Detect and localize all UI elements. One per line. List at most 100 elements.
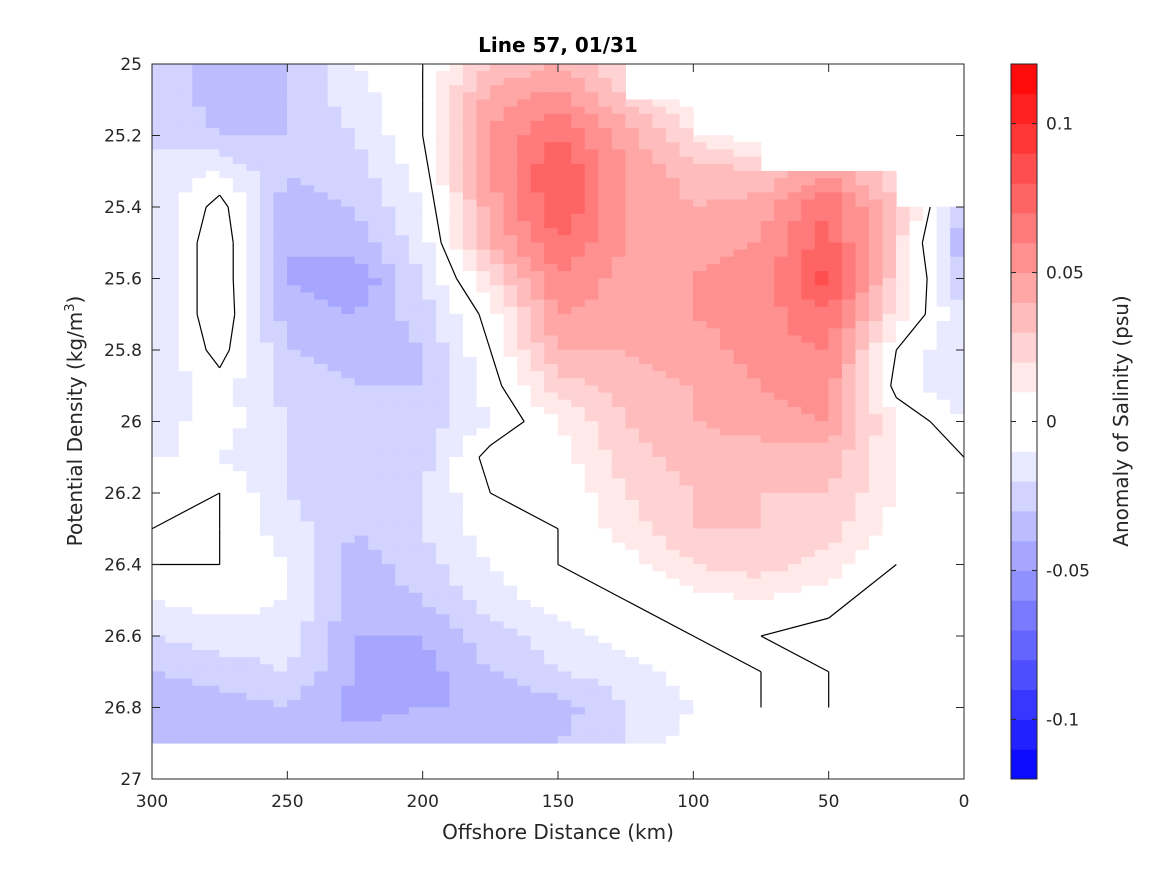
contour-cell: [882, 285, 897, 294]
contour-cell: [544, 464, 559, 472]
contour-cell: [152, 449, 166, 458]
contour-cell: [314, 199, 329, 208]
contour-cell: [246, 514, 261, 522]
contour-cell: [435, 442, 451, 451]
contour-cell: [192, 221, 207, 229]
contour-cell: [936, 335, 951, 344]
contour-cell: [652, 299, 667, 308]
contour-cell: [936, 271, 951, 279]
contour-cell: [354, 185, 369, 193]
contour-cell: [706, 135, 721, 143]
contour-cell: [923, 263, 938, 272]
contour-cell: [652, 428, 667, 437]
contour-cell: [611, 106, 626, 115]
contour-cell: [232, 192, 248, 201]
contour-cell: [205, 514, 220, 522]
contour-cell: [747, 364, 762, 372]
contour-cell: [449, 585, 464, 594]
contour-cell: [246, 328, 261, 336]
contour-cell: [868, 564, 884, 572]
contour-cell: [273, 313, 288, 322]
contour-cell: [205, 213, 220, 222]
contour-cell: [598, 163, 613, 172]
contour-cell: [665, 428, 681, 437]
contour-cell: [936, 249, 951, 258]
contour-cell: [801, 456, 816, 465]
contour-cell: [706, 499, 721, 508]
contour-cell: [449, 678, 464, 687]
contour-cell: [435, 471, 451, 479]
contour-cell: [638, 192, 654, 201]
contour-cell: [165, 342, 180, 351]
contour-cell: [205, 464, 220, 472]
contour-cell: [246, 206, 261, 215]
contour-cell: [652, 621, 667, 630]
contour-cell: [774, 507, 789, 515]
contour-cell: [422, 671, 437, 680]
contour-cell: [354, 642, 369, 651]
contour-cell: [408, 592, 423, 601]
contour-cell: [341, 392, 356, 401]
contour-cell: [720, 485, 735, 494]
contour-cell: [584, 328, 599, 336]
contour-cell: [503, 592, 518, 601]
contour-cell: [327, 549, 342, 558]
contour-cell: [368, 542, 383, 551]
contour-cell: [733, 349, 748, 358]
contour-cell: [422, 521, 437, 530]
contour-cell: [232, 78, 248, 86]
contour-cell: [733, 549, 748, 558]
contour-cell: [517, 306, 532, 315]
contour-cell: [652, 206, 667, 215]
contour-cell: [706, 335, 721, 344]
contour-cell: [638, 199, 654, 208]
contour-cell: [517, 428, 532, 437]
contour-cell: [611, 421, 626, 429]
contour-cell: [665, 599, 681, 608]
contour-cell: [841, 435, 857, 444]
contour-cell: [584, 514, 599, 522]
contour-cell: [219, 521, 234, 530]
contour-cell: [259, 156, 275, 165]
contour-cell: [760, 542, 775, 551]
contour-cell: [232, 657, 248, 665]
contour-cell: [530, 349, 545, 358]
contour-cell: [584, 678, 599, 687]
contour-cell: [544, 292, 559, 301]
contour-cell: [801, 692, 816, 701]
contour-cell: [611, 485, 626, 494]
contour-cell: [192, 542, 207, 551]
contour-cell: [503, 464, 518, 472]
contour-cell: [909, 335, 924, 344]
contour-cell: [868, 535, 884, 544]
contour-cell: [287, 478, 302, 487]
contour-cell: [679, 128, 694, 136]
contour-cell: [354, 328, 369, 336]
contour-cell: [232, 435, 248, 444]
contour-cell: [598, 228, 613, 236]
contour-cell: [760, 449, 775, 458]
contour-cell: [381, 650, 396, 658]
contour-cell: [232, 514, 248, 522]
contour-cell: [625, 113, 640, 122]
contour-cell: [801, 535, 816, 544]
contour-cell: [341, 449, 356, 458]
contour-cell: [490, 692, 505, 701]
contour-cell: [273, 564, 288, 572]
contour-cell: [165, 313, 180, 322]
contour-cell: [287, 535, 302, 544]
contour-cell: [435, 499, 451, 508]
contour-cell: [652, 135, 667, 143]
contour-cell: [232, 492, 248, 501]
contour-cell: [381, 514, 396, 522]
contour-cell: [341, 621, 356, 630]
contour-cell: [665, 592, 681, 601]
contour-cell: [246, 342, 261, 351]
contour-cell: [178, 213, 193, 222]
contour-cell: [368, 492, 383, 501]
contour-cell: [517, 192, 532, 201]
contour-cell: [774, 449, 789, 458]
contour-cell: [652, 585, 667, 594]
contour-cell: [787, 449, 802, 458]
contour-cell: [300, 599, 315, 608]
